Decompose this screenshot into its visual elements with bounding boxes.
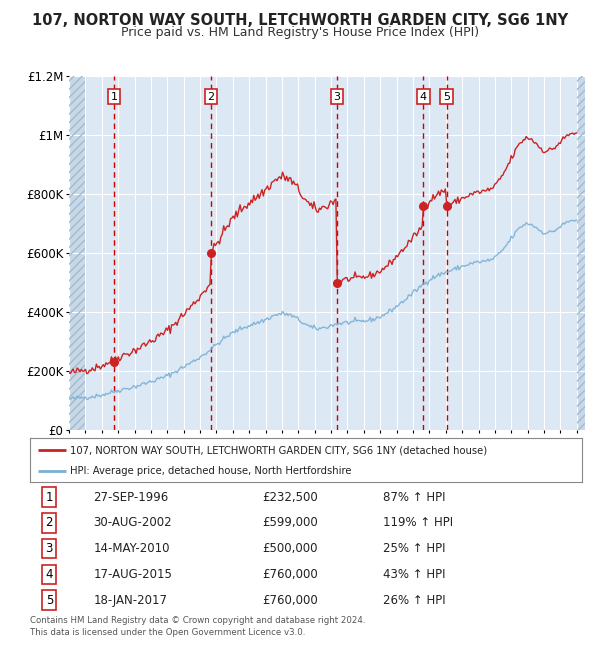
Bar <box>577 76 585 430</box>
Text: 4: 4 <box>420 92 427 101</box>
Bar <box>69 76 85 430</box>
Text: HPI: Average price, detached house, North Hertfordshire: HPI: Average price, detached house, Nort… <box>70 466 351 476</box>
Text: 87% ↑ HPI: 87% ↑ HPI <box>383 491 446 504</box>
Text: 4: 4 <box>46 568 53 581</box>
Text: £500,000: £500,000 <box>262 542 317 555</box>
Text: 43% ↑ HPI: 43% ↑ HPI <box>383 568 446 581</box>
Text: Contains HM Land Registry data © Crown copyright and database right 2024.: Contains HM Land Registry data © Crown c… <box>30 616 365 625</box>
Bar <box>69 76 85 430</box>
Text: 18-JAN-2017: 18-JAN-2017 <box>94 593 167 606</box>
Text: 25% ↑ HPI: 25% ↑ HPI <box>383 542 446 555</box>
Text: 17-AUG-2015: 17-AUG-2015 <box>94 568 172 581</box>
Text: 30-AUG-2002: 30-AUG-2002 <box>94 516 172 529</box>
Text: 1: 1 <box>110 92 118 101</box>
Text: 3: 3 <box>334 92 341 101</box>
Text: This data is licensed under the Open Government Licence v3.0.: This data is licensed under the Open Gov… <box>30 628 305 637</box>
Text: £599,000: £599,000 <box>262 516 317 529</box>
Text: £760,000: £760,000 <box>262 568 317 581</box>
Text: 3: 3 <box>46 542 53 555</box>
Text: 119% ↑ HPI: 119% ↑ HPI <box>383 516 454 529</box>
Bar <box>577 76 585 430</box>
Text: £760,000: £760,000 <box>262 593 317 606</box>
Text: 5: 5 <box>46 593 53 606</box>
Text: 1: 1 <box>46 491 53 504</box>
Text: £232,500: £232,500 <box>262 491 317 504</box>
Text: Price paid vs. HM Land Registry's House Price Index (HPI): Price paid vs. HM Land Registry's House … <box>121 26 479 39</box>
Text: 2: 2 <box>46 516 53 529</box>
Text: 2: 2 <box>207 92 214 101</box>
Text: 26% ↑ HPI: 26% ↑ HPI <box>383 593 446 606</box>
Text: 107, NORTON WAY SOUTH, LETCHWORTH GARDEN CITY, SG6 1NY (detached house): 107, NORTON WAY SOUTH, LETCHWORTH GARDEN… <box>70 445 487 455</box>
Text: 14-MAY-2010: 14-MAY-2010 <box>94 542 170 555</box>
Text: 107, NORTON WAY SOUTH, LETCHWORTH GARDEN CITY, SG6 1NY: 107, NORTON WAY SOUTH, LETCHWORTH GARDEN… <box>32 13 568 28</box>
Text: 5: 5 <box>443 92 450 101</box>
Text: 27-SEP-1996: 27-SEP-1996 <box>94 491 169 504</box>
